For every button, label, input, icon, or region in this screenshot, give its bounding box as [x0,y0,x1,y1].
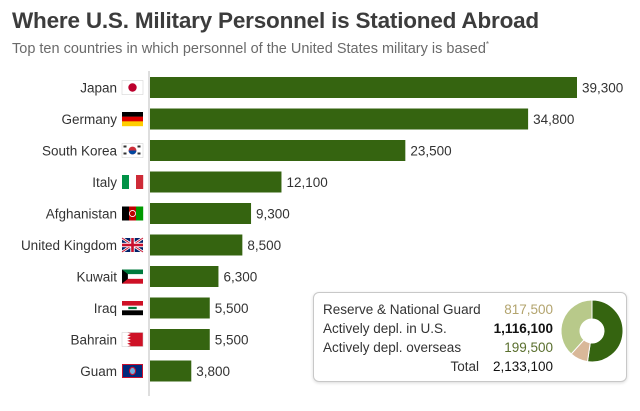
flag-south-korea-icon [121,143,144,158]
summary-label-reserve: Reserve & National Guard [323,302,481,317]
flag-germany-icon [122,112,143,127]
bar-value-label: 39,300 [582,81,623,96]
bar-value-label: 3,800 [196,364,230,379]
bar [150,329,210,350]
category-label: Iraq [94,301,117,316]
personnel-donut-chart [560,299,624,363]
flag-italy-icon [122,175,144,189]
flag-afghanistan-icon [122,206,144,221]
flag-uk-icon [121,236,144,254]
summary-label-overseas: Actively depl. overseas [323,340,462,355]
summary-value-reserve: 817,500 [504,302,553,317]
category-label: Germany [61,112,117,127]
bar-value-label: 8,500 [247,238,281,253]
summary-row-total: Total 2,133,100 [323,358,553,376]
chart-subtitle-text: Top ten countries in which personnel of … [12,40,486,57]
summary-label-total: Total [450,359,479,374]
bar [150,234,243,256]
bar [150,203,252,224]
category-label: United Kingdom [21,238,117,253]
bar [150,360,192,382]
bar [150,171,282,193]
summary-row-us: Actively depl. in U.S. 1,116,100 [323,320,553,338]
bar-value-label: 34,800 [533,112,574,127]
donut-slice-overseas [570,339,591,363]
bar [150,77,577,98]
summary-row-overseas: Actively depl. overseas 199,500 [323,339,553,357]
category-label: Bahrain [70,333,117,348]
bar [150,140,406,161]
summary-label-us: Actively depl. in U.S. [323,321,447,336]
footnote-mark: * [485,40,490,49]
flag-kuwait-icon [122,269,143,284]
bar [150,297,210,319]
flag-iraq-icon [122,301,143,316]
category-label: Guam [80,364,117,379]
category-label: Kuwait [76,270,117,285]
bar-value-label: 5,500 [215,301,249,316]
category-label: Italy [92,175,117,190]
summary-row-reserve: Reserve & National Guard 817,500 [323,301,553,319]
summary-value-overseas: 199,500 [504,340,553,355]
chart-title: Where U.S. Military Personnel is Station… [12,8,539,33]
flag-japan-icon [121,80,144,95]
bar-value-label: 6,300 [223,270,257,285]
summary-value-total: 2,133,100 [492,359,553,374]
category-label: Afghanistan [46,207,117,222]
bar-value-label: 5,500 [215,333,249,348]
flag-guam-icon [122,364,143,378]
bar-value-label: 9,300 [256,207,290,222]
bar [150,108,529,130]
bar-value-label: 12,100 [286,175,327,190]
bar [150,266,219,287]
donut-slice-reserve [560,299,593,355]
donut-slice-us [586,299,624,363]
personnel-summary-box: Reserve & National Guard 817,500 Activel… [313,292,627,382]
summary-value-us: 1,116,100 [493,321,553,336]
category-label: South Korea [42,144,118,159]
bar-value-label: 23,500 [410,144,451,159]
flag-bahrain-icon [121,332,144,347]
category-label: Japan [80,81,117,96]
chart-subtitle: Top ten countries in which personnel of … [12,40,489,57]
